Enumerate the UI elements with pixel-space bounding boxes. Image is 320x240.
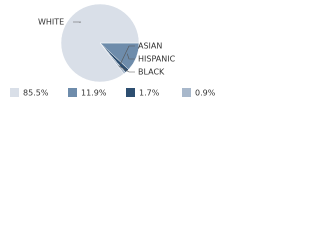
chart: WHITE HISPANIC ASIAN BLACK 85.5% 11.9% 1.7% 0.9… <box>10 3 216 98</box>
legend-label: 1.7% <box>139 89 160 98</box>
legend-swatch <box>182 88 191 97</box>
slice-label: WHITE <box>38 18 64 27</box>
leader-line <box>120 45 135 65</box>
leader-line <box>126 53 135 60</box>
slice-label: BLACK <box>138 68 165 77</box>
leader-line <box>118 65 135 73</box>
legend-label: 11.9% <box>81 89 107 98</box>
legend-label: 0.9% <box>195 89 216 98</box>
slice-label: ASIAN <box>138 42 162 51</box>
legend-swatch <box>126 88 135 97</box>
legend-label: 85.5% <box>23 89 49 98</box>
legend-swatch <box>68 88 77 97</box>
legend-swatch <box>10 88 19 97</box>
slice-label: HISPANIC <box>138 55 176 64</box>
pie-slice <box>60 3 140 83</box>
